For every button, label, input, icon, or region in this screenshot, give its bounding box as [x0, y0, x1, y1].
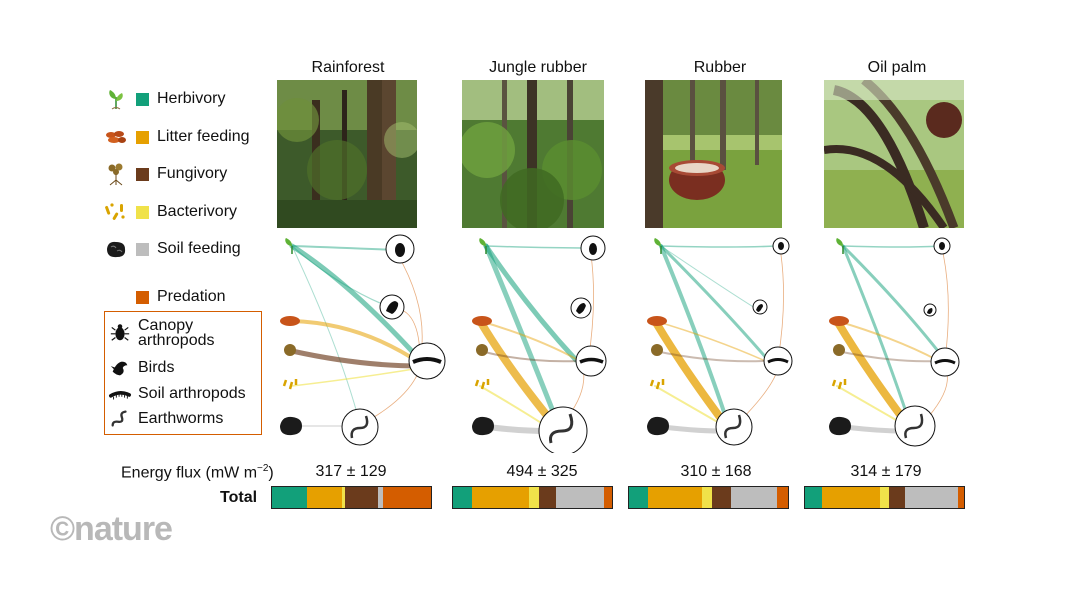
predator-label: Earthworms: [138, 410, 224, 427]
foodweb-rubber: [647, 237, 793, 446]
bar-segment-pred: [604, 487, 612, 508]
column-title-oil-palm: Oil palm: [867, 59, 927, 76]
photo-oil-palm: [824, 80, 964, 228]
energy-flux-label: Energy flux (mW m−2): [121, 463, 274, 482]
legend-bacterivory: Bacterivory: [104, 200, 237, 224]
predator-label: Soil arthropods: [138, 385, 246, 402]
predator-birds: Birds: [108, 357, 174, 379]
predator-label: Birds: [138, 359, 175, 376]
bar-segment-fungi: [711, 487, 731, 508]
bar-segment-litter: [648, 487, 703, 508]
bar-segment-litter: [306, 487, 342, 508]
beetle-icon: [110, 324, 130, 341]
flux-oil-palm: 314 ± 179: [850, 463, 922, 480]
column-title-rubber: Rubber: [693, 59, 747, 76]
flux-rainforest: 317 ± 129: [315, 463, 387, 480]
legend-label: Predation: [157, 288, 226, 305]
mushroom-icon: [108, 163, 123, 186]
legend-label: Litter feeding: [157, 128, 250, 145]
photo-rainforest: [277, 80, 417, 228]
earthworm-icon: [111, 410, 127, 427]
legend-soil-feeding: Soil feeding: [104, 237, 241, 261]
predator-label: Canopy arthropods: [138, 317, 215, 349]
flux-rubber: 310 ± 168: [680, 463, 752, 480]
bacteria-icon: [105, 203, 125, 220]
leaf-icon: [109, 90, 123, 110]
bar-segment-herbivory: [453, 487, 473, 508]
fungivory-swatch: [136, 167, 149, 181]
bar-segment-herbivory: [272, 487, 307, 508]
foodweb-jungle-rubber: [472, 235, 607, 453]
bar-segment-soil: [556, 487, 605, 508]
legend-label: Herbivory: [157, 90, 226, 107]
total-bar-rainforest: [271, 486, 432, 509]
litter-feeding-swatch: [136, 130, 149, 144]
soil-feeding-swatch: [136, 242, 149, 256]
predation-swatch: [136, 290, 149, 304]
column-title-rainforest: Rainforest: [311, 59, 385, 76]
millipede-icon: [109, 391, 131, 400]
bar-segment-pred: [957, 487, 964, 508]
bird-icon: [110, 361, 128, 376]
foodweb-rainforest: [280, 234, 446, 446]
bar-segment-litter: [822, 487, 880, 508]
bar-segment-bact: [529, 487, 539, 508]
bar-segment-litter: [472, 487, 530, 508]
legend-label: Bacterivory: [157, 203, 238, 220]
bar-segment-soil: [378, 487, 384, 508]
bar-segment-pred: [383, 487, 431, 508]
flux-jungle-rubber: 494 ± 325: [506, 463, 578, 480]
legend-fungivory: Fungivory: [104, 162, 227, 186]
legend-label: Fungivory: [157, 165, 228, 182]
bar-segment-soil: [730, 487, 777, 508]
photo-jungle-rubber: [462, 80, 604, 228]
bar-segment-fungi: [889, 487, 906, 508]
predator-soil-arthropods: Soil arthropods: [108, 383, 246, 405]
legend-herbivory: Herbivory: [104, 87, 225, 111]
bar-segment-bact: [702, 487, 712, 508]
bacterivory-swatch: [136, 205, 149, 219]
photo-rubber: [645, 80, 782, 228]
legend-label: Soil feeding: [157, 240, 241, 257]
total-bar-oil-palm: [804, 486, 965, 509]
bar-segment-soil: [905, 487, 958, 508]
leaf-litter-icon: [106, 131, 126, 143]
total-bar-rubber: [628, 486, 789, 509]
predator-legend-box: [104, 311, 262, 435]
column-title-jungle-rubber: Jungle rubber: [489, 59, 587, 76]
predator-canopy-arthropods: Canopy arthropods: [108, 317, 215, 349]
bar-segment-fungi: [345, 487, 379, 508]
foodweb-oil-palm: [829, 237, 960, 447]
bar-segment-bact: [879, 487, 890, 508]
total-label: Total: [220, 489, 258, 506]
bar-segment-herbivory: [629, 487, 649, 508]
bar-segment-herbivory: [805, 487, 823, 508]
herbivory-swatch: [136, 92, 149, 106]
predator-earthworms: Earthworms: [108, 408, 223, 430]
total-bar-jungle-rubber: [452, 486, 613, 509]
bar-segment-bact: [341, 487, 346, 508]
bar-segment-pred: [776, 487, 788, 508]
legend-litter-feeding: Litter feeding: [104, 125, 250, 149]
legend-predation: Predation: [104, 285, 226, 309]
soil-icon: [107, 241, 126, 258]
bar-segment-fungi: [538, 487, 557, 508]
nature-watermark: ©nature: [50, 510, 173, 548]
